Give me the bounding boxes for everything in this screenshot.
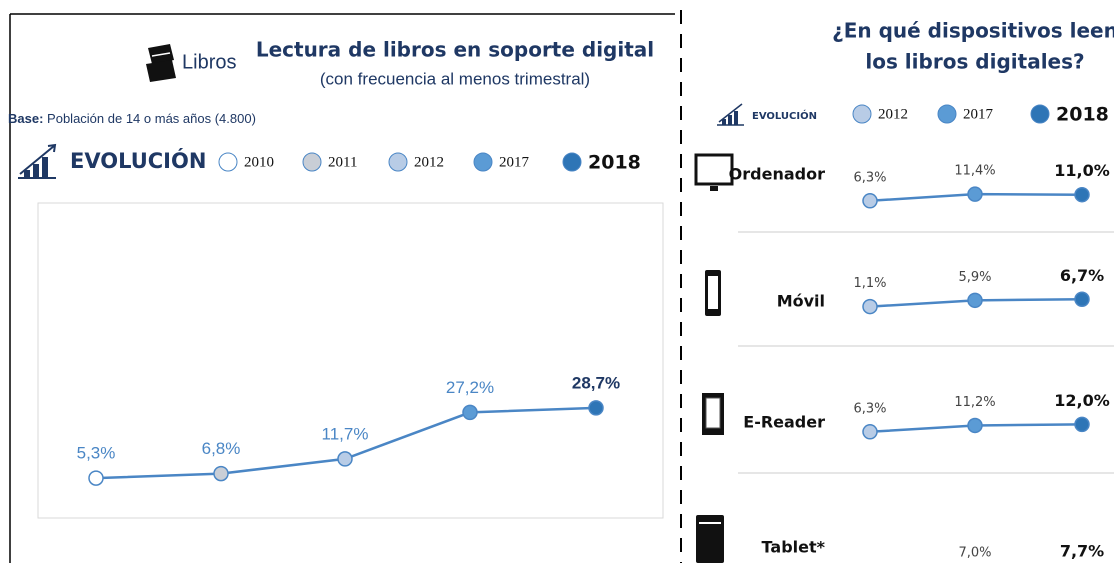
point (1074, 416, 1090, 433)
value-label: 7,7% (1060, 541, 1104, 560)
value-label: 12,0% (1054, 391, 1110, 410)
point (967, 417, 983, 434)
value-label: 11,0% (1054, 161, 1110, 180)
value-label: 11,7% (322, 424, 369, 443)
value-label: 6,3% (853, 170, 886, 185)
legend-label: 2018 (1056, 104, 1109, 126)
point (967, 292, 983, 309)
plot-box (37, 202, 664, 519)
legend-marker (852, 104, 872, 124)
legend-label: 2012 (878, 106, 908, 122)
evolution-icon (18, 143, 57, 179)
legend-label: 2012 (414, 154, 444, 170)
legend-marker (218, 152, 238, 172)
value-label: 27,2% (446, 378, 494, 397)
chart-title: Lectura de libros en soporte digital (256, 38, 654, 62)
ereader-icon (702, 393, 724, 435)
value-label: 5,9% (958, 270, 991, 285)
value-label: 11,4% (954, 164, 995, 179)
point (967, 186, 983, 202)
base-note: Base: Población de 14 o más años (4.800) (8, 111, 256, 126)
base-text: Población de 14 o más años (4.800) (47, 111, 256, 126)
legend-marker (473, 152, 493, 172)
phone-icon (705, 270, 721, 316)
legend-title: EVOLUCIÓN (752, 109, 817, 122)
point (862, 424, 878, 440)
point (862, 298, 878, 315)
tablet-icon (696, 515, 724, 563)
point (337, 451, 353, 467)
legend-marker (302, 152, 322, 172)
series-name: Ordenador (729, 165, 825, 184)
legend-marker (562, 152, 582, 172)
legend-label: 2017 (963, 106, 994, 122)
series-name: E-Reader (743, 413, 825, 432)
point (1074, 291, 1090, 308)
series-name: Tablet* (762, 538, 826, 557)
value-label: 11,2% (954, 395, 995, 410)
legend-label: 2011 (328, 154, 357, 170)
value-label: 28,7% (572, 373, 620, 392)
point (213, 465, 229, 482)
value-label: 5,3% (77, 444, 116, 463)
chart-subtitle: (con frecuencia al menos trimestral) (320, 69, 590, 88)
point (88, 470, 104, 486)
computer-icon (694, 153, 734, 191)
point (862, 193, 878, 209)
value-label: 6,3% (853, 401, 886, 416)
value-label: 6,8% (202, 439, 241, 458)
point (1074, 186, 1090, 203)
legend-marker (1030, 104, 1050, 124)
legend-marker (937, 104, 957, 124)
point (462, 404, 478, 421)
legend-label: 2018 (588, 152, 641, 174)
legend-label: 2010 (244, 154, 274, 170)
header: Libros (182, 51, 236, 73)
value-label: 1,1% (853, 276, 886, 291)
legend-label: 2017 (499, 154, 530, 170)
value-label: 7,0% (958, 545, 991, 560)
point (588, 400, 604, 416)
value-label: 6,7% (1060, 266, 1104, 285)
evolution-icon-small (717, 103, 744, 126)
series-name: Móvil (777, 292, 825, 311)
legend-marker (388, 152, 408, 172)
chart-title: ¿En qué dispositivos leen (832, 19, 1114, 43)
book-icon (146, 44, 176, 82)
chart-title: los libros digitales? (865, 50, 1084, 74)
legend-title: EVOLUCIÓN (70, 148, 206, 173)
base-label: Base: (8, 111, 43, 126)
